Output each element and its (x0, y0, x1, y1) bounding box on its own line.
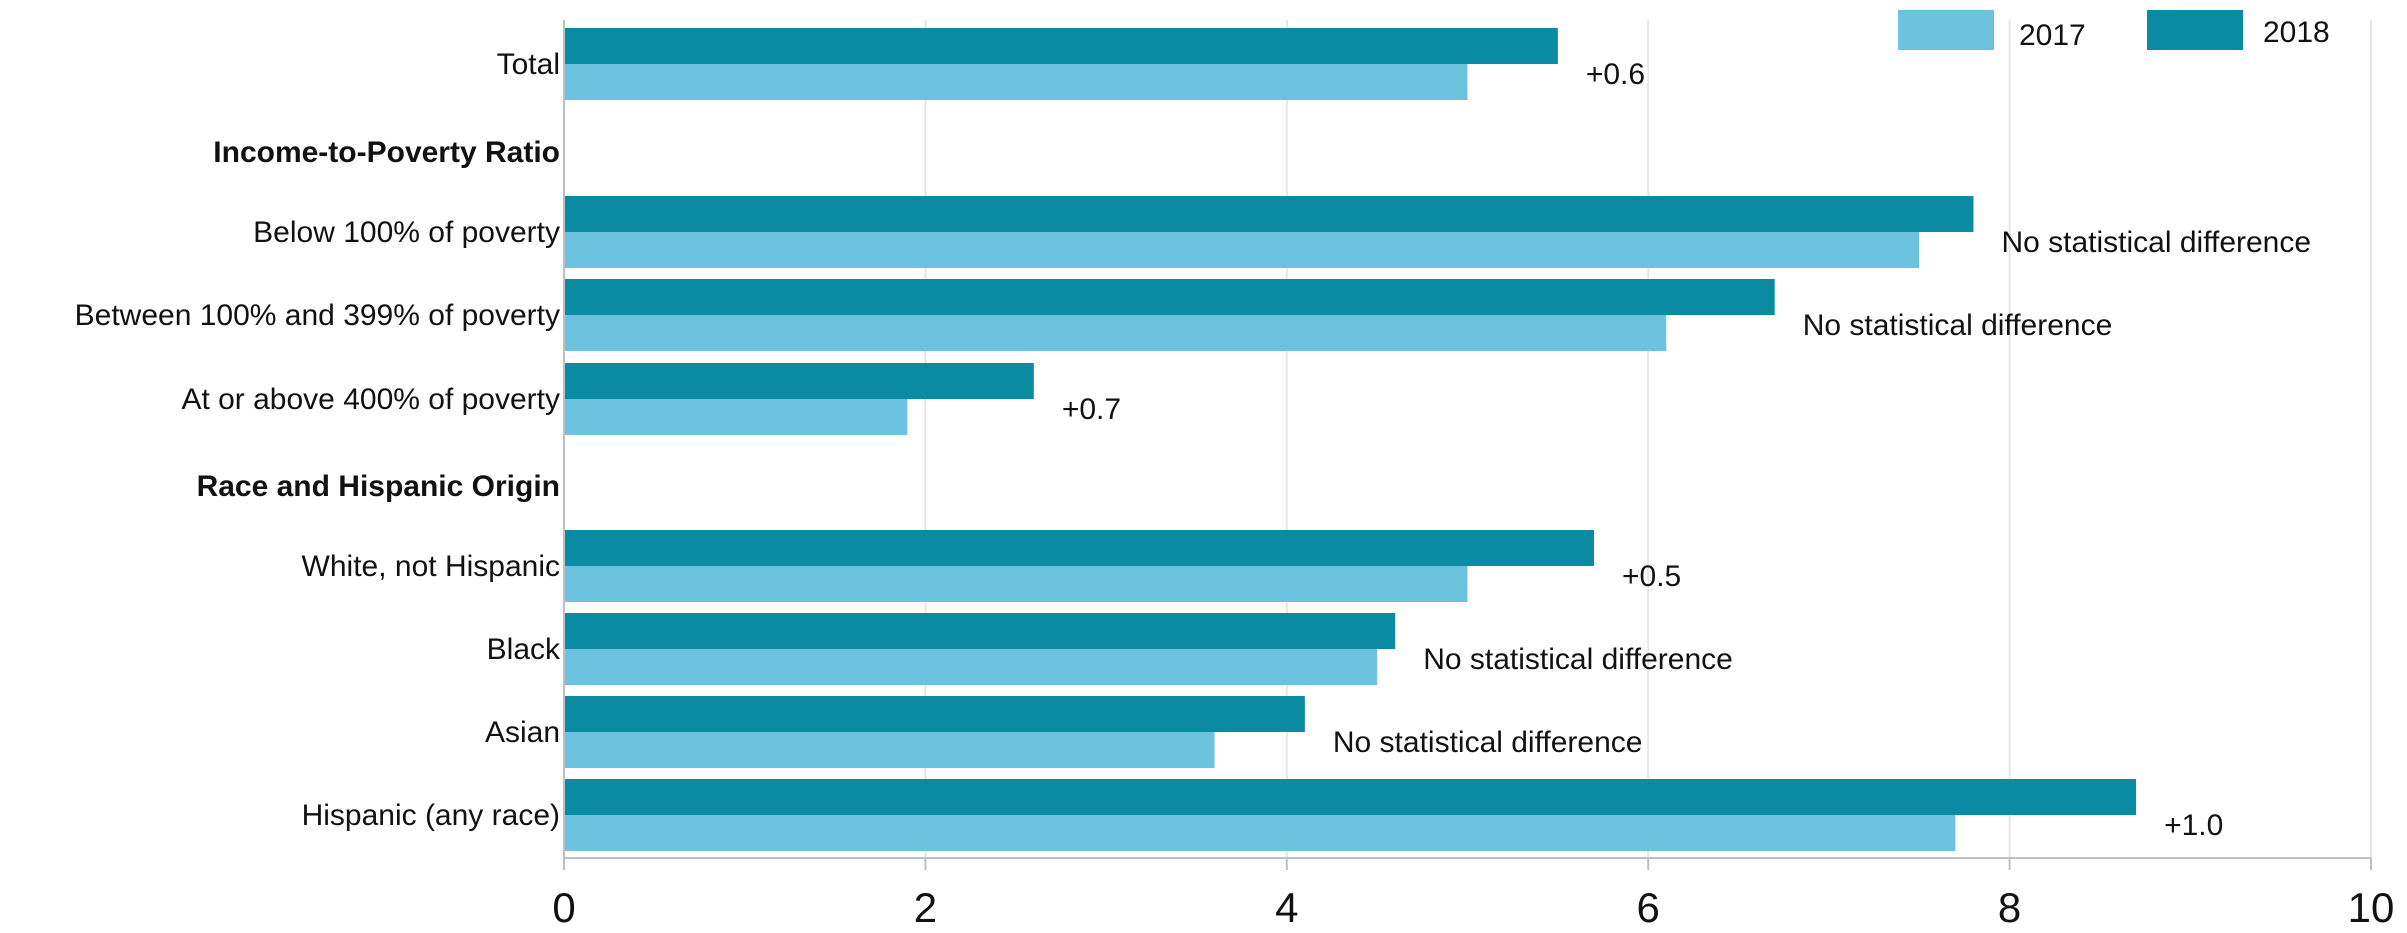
x-tick-label: 10 (2348, 884, 2395, 931)
category-label: Below 100% of poverty (253, 216, 560, 249)
legend-label-2017: 2017 (2019, 19, 2086, 52)
legend-swatch-2018 (2147, 10, 2243, 50)
category-label: Hispanic (any race) (302, 799, 560, 832)
bar-2018 (564, 779, 2136, 815)
x-tick-label: 8 (1998, 884, 2021, 931)
x-tick-label: 0 (552, 884, 575, 931)
x-tick-label: 4 (1275, 884, 1298, 931)
bar-2018 (564, 196, 1973, 232)
significance-annotation: +0.6 (1586, 58, 1645, 91)
bar-2017 (564, 649, 1377, 685)
x-tick-label: 2 (914, 884, 937, 931)
category-label: At or above 400% of poverty (181, 383, 560, 416)
significance-annotation: No statistical difference (1333, 726, 1643, 759)
category-label: White, not Hispanic (302, 550, 560, 583)
category-label: Black (487, 633, 561, 666)
significance-annotation: +0.5 (1622, 560, 1681, 593)
category-label: Total (497, 48, 560, 81)
group-heading: Race and Hispanic Origin (197, 470, 560, 503)
bar-2018 (564, 696, 1305, 732)
significance-annotation: No statistical difference (2001, 226, 2311, 259)
significance-annotation: +0.7 (1062, 393, 1121, 426)
legend-swatch-2017 (1898, 10, 1994, 50)
category-label: Between 100% and 399% of poverty (75, 299, 560, 332)
bar-2017 (564, 815, 1955, 851)
bar-2017 (564, 399, 907, 435)
bar-2017 (564, 232, 1919, 268)
bar-2018 (564, 363, 1034, 399)
bar-2018 (564, 28, 1558, 64)
category-labels: Total Income-to-Poverty Ratio Below 100% o… (75, 48, 561, 832)
category-label: Asian (485, 716, 560, 749)
significance-annotation: No statistical difference (1423, 643, 1733, 676)
bar-2017 (564, 732, 1215, 768)
bar-2017 (564, 64, 1468, 100)
bar-2018 (564, 530, 1594, 566)
significance-annotation: +1.0 (2164, 809, 2223, 842)
legend-label-2018: 2018 (2263, 16, 2330, 49)
bar-2018 (564, 279, 1775, 315)
x-tick-label: 6 (1637, 884, 1660, 931)
bar-2017 (564, 315, 1666, 351)
significance-annotation: No statistical difference (1803, 309, 2113, 342)
bar-2017 (564, 566, 1468, 602)
group-heading: Income-to-Poverty Ratio (213, 136, 560, 169)
bar-2018 (564, 613, 1395, 649)
legend: 2017 2018 (1898, 10, 2330, 52)
